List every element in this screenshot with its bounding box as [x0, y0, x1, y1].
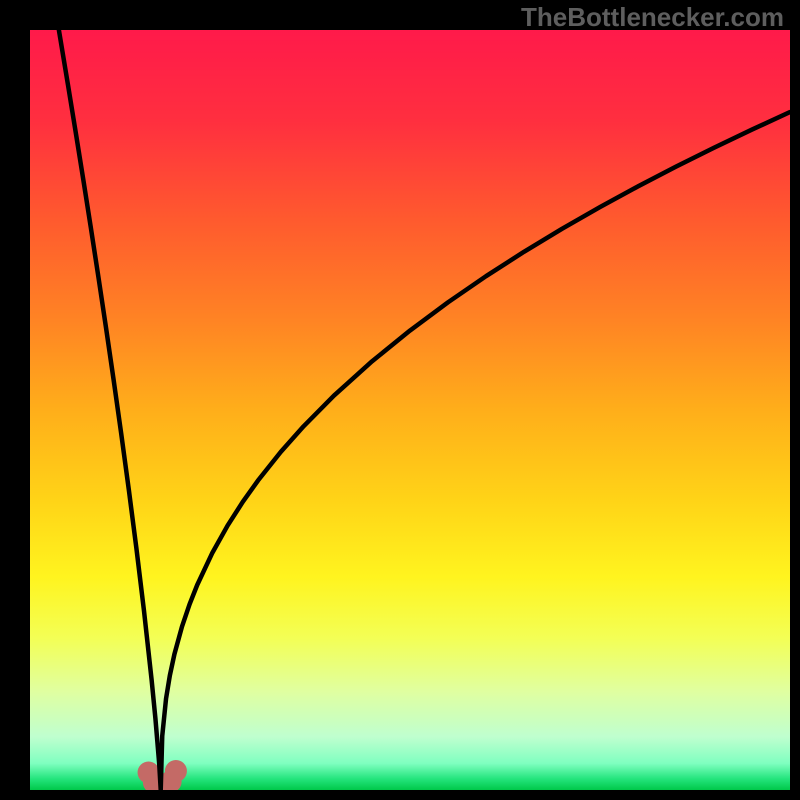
- watermark-text: TheBottlenecker.com: [521, 2, 784, 33]
- bottleneck-curve: [59, 30, 790, 790]
- plot-area: [30, 30, 790, 790]
- curve-svg: [30, 30, 790, 790]
- valley-marker: [165, 760, 187, 782]
